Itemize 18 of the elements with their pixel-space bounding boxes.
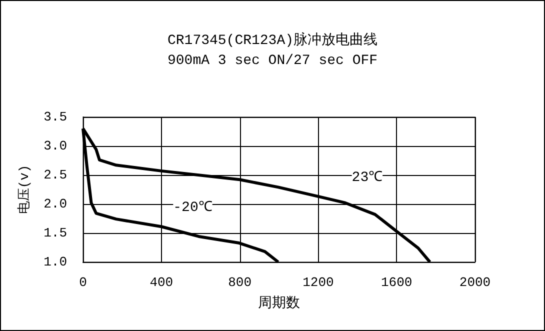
x-tick-label: 2000 <box>459 275 491 290</box>
x-tick-label: 1200 <box>302 275 334 290</box>
y-tick-label: 3.0 <box>44 138 67 154</box>
x-tick-label: 1600 <box>380 275 412 290</box>
x-tick-label: 800 <box>228 275 252 290</box>
chart-subtitle: 900mA 3 sec ON/27 sec OFF <box>167 53 378 69</box>
y-axis-title: 电压(v) <box>17 164 32 214</box>
x-tick-label: 400 <box>150 275 174 290</box>
y-tick-label: 3.5 <box>44 110 67 124</box>
annotation: -20℃ <box>173 200 212 216</box>
chart-title: CR17345(CR123A)脉冲放电曲线 <box>167 32 378 49</box>
x-tick-label: 0 <box>79 275 87 290</box>
y-tick-label: 2.0 <box>44 196 67 212</box>
y-tick-label: 1.5 <box>44 226 67 240</box>
y-tick-label: 2.5 <box>44 168 67 182</box>
y-tick-label: 1.0 <box>44 254 67 270</box>
annotation: 23℃ <box>352 170 383 186</box>
x-axis-title: 周期数 <box>258 295 300 312</box>
